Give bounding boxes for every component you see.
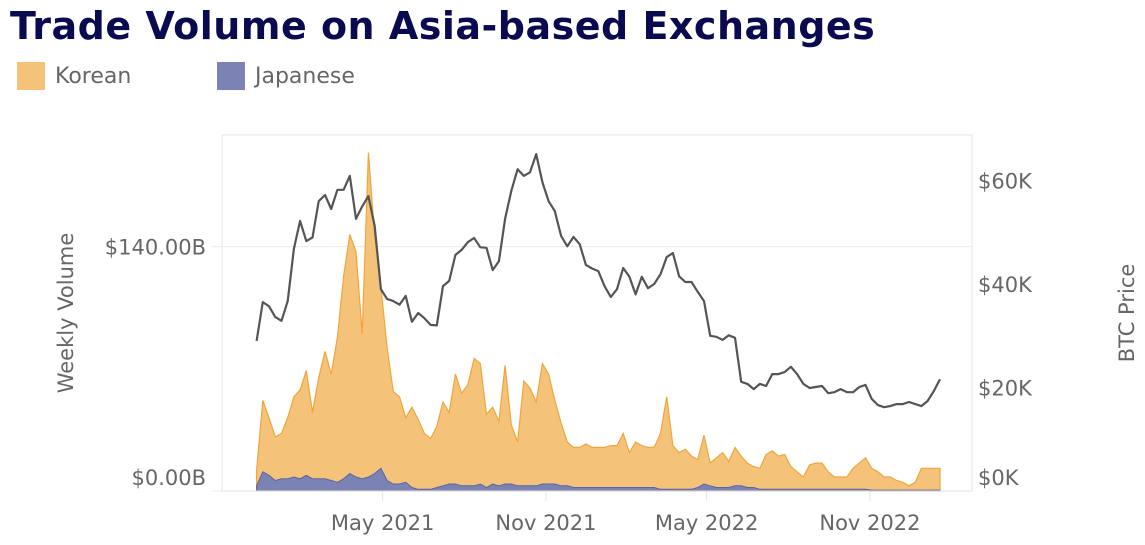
btc-price-line [255,153,941,409]
y2-tick-label: $40K [978,273,1033,297]
legend-item-korean[interactable]: Korean [17,62,131,90]
y-axis-title: Weekly Volume [54,233,78,394]
y2-axis-title: BTC Price [1115,264,1139,363]
legend-label-japanese: Japanese [255,63,355,89]
japanese-area [256,467,941,492]
x-tick-label: Nov 2021 [495,511,596,535]
chart-title: Trade Volume on Asia-based Exchanges [10,4,876,48]
x-tick-label: Nov 2022 [819,511,920,535]
y2-tick-label: $0K [978,466,1020,490]
japanese-swatch-icon [217,62,245,90]
legend-label-korean: Korean [55,63,132,89]
y2-tick-label: $60K [978,170,1033,194]
x-tick-label: May 2021 [331,511,435,535]
y2-tick-label: $20K [978,377,1033,401]
legend-item-japanese[interactable]: Japanese [217,62,355,90]
y-tick-label: $0.00B [131,466,206,490]
y-tick-label: $140.00B [105,236,206,260]
korean-swatch-icon [17,62,45,90]
korean-area [255,152,941,492]
x-tick-label: May 2022 [655,511,759,535]
